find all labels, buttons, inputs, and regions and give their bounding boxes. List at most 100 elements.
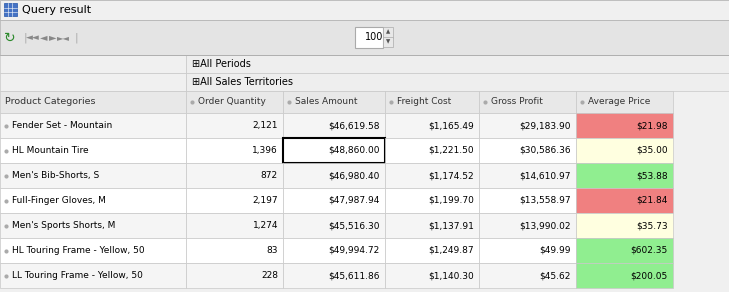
Bar (576, 188, 673, 213)
Bar (0, 73, 186, 91)
Text: Product Categories: Product Categories (5, 98, 95, 107)
Bar (576, 138, 673, 163)
Bar (385, 91, 479, 113)
Text: ►◄: ►◄ (57, 33, 69, 42)
Bar (283, 163, 385, 188)
Text: $30,586.36: $30,586.36 (519, 146, 571, 155)
Text: $1,249.87: $1,249.87 (429, 246, 474, 255)
Bar (283, 238, 385, 263)
Text: 83: 83 (267, 246, 278, 255)
Bar (385, 188, 479, 213)
Bar (385, 263, 479, 288)
Text: Fender Set - Mountain: Fender Set - Mountain (12, 121, 112, 130)
Bar (0, 238, 186, 263)
Text: $29,183.90: $29,183.90 (520, 121, 571, 130)
Bar (385, 238, 479, 263)
Bar (385, 138, 479, 163)
Bar (0, 263, 186, 288)
Text: |: | (23, 32, 27, 43)
Text: $200.05: $200.05 (631, 271, 668, 280)
Bar (4, 3, 17, 16)
Text: $21.98: $21.98 (636, 121, 668, 130)
Bar (0, 55, 186, 73)
Text: ▼: ▼ (386, 39, 390, 44)
Text: 100: 100 (365, 32, 383, 43)
Bar (479, 138, 576, 163)
Bar (0, 91, 186, 113)
Text: $35.73: $35.73 (636, 221, 668, 230)
Bar (0, 138, 186, 163)
Text: ▲: ▲ (386, 29, 390, 34)
Text: 1,396: 1,396 (252, 146, 278, 155)
Bar (0, 0, 729, 20)
Bar (479, 238, 576, 263)
Bar (576, 263, 673, 288)
Text: 228: 228 (261, 271, 278, 280)
Bar (385, 163, 479, 188)
Text: Men's Sports Shorts, M: Men's Sports Shorts, M (12, 221, 115, 230)
Text: LL Touring Frame - Yellow, 50: LL Touring Frame - Yellow, 50 (12, 271, 143, 280)
Bar (0, 20, 729, 55)
Bar (283, 263, 385, 288)
Bar (576, 91, 673, 113)
Bar (576, 163, 673, 188)
Text: $1,174.52: $1,174.52 (429, 171, 474, 180)
Text: $46,619.58: $46,619.58 (329, 121, 380, 130)
Text: $35.00: $35.00 (636, 146, 668, 155)
Text: $1,221.50: $1,221.50 (429, 146, 474, 155)
Bar (283, 138, 385, 163)
Bar (0, 163, 186, 188)
Bar (479, 91, 576, 113)
Bar (0, 113, 186, 138)
Bar (385, 113, 479, 138)
Text: 2,197: 2,197 (252, 196, 278, 205)
Text: Men's Bib-Shorts, S: Men's Bib-Shorts, S (12, 171, 99, 180)
Text: $13,558.97: $13,558.97 (519, 196, 571, 205)
Text: $14,610.97: $14,610.97 (520, 171, 571, 180)
Bar (186, 91, 283, 113)
Text: $49.99: $49.99 (539, 246, 571, 255)
Text: |: | (74, 32, 78, 43)
Bar (383, 37, 393, 47)
Bar (283, 213, 385, 238)
Text: 2,121: 2,121 (252, 121, 278, 130)
Bar (186, 263, 283, 288)
Text: $45,516.30: $45,516.30 (329, 221, 380, 230)
Bar (186, 113, 283, 138)
Bar (0, 188, 186, 213)
Bar (385, 213, 479, 238)
Bar (186, 238, 283, 263)
Text: $48,860.00: $48,860.00 (329, 146, 380, 155)
Text: HL Touring Frame - Yellow, 50: HL Touring Frame - Yellow, 50 (12, 246, 144, 255)
Bar (186, 138, 283, 163)
Text: $49,994.72: $49,994.72 (329, 246, 380, 255)
Text: Full-Finger Gloves, M: Full-Finger Gloves, M (12, 196, 106, 205)
Text: ◄◄: ◄◄ (26, 33, 40, 42)
Text: $47,987.94: $47,987.94 (329, 196, 380, 205)
Text: 1,274: 1,274 (252, 221, 278, 230)
Bar (355, 27, 383, 48)
Text: $53.88: $53.88 (636, 171, 668, 180)
Text: $21.84: $21.84 (636, 196, 668, 205)
Bar (479, 263, 576, 288)
Text: $45,611.86: $45,611.86 (329, 271, 380, 280)
Text: $1,137.91: $1,137.91 (428, 221, 474, 230)
Text: Freight Cost: Freight Cost (397, 98, 451, 107)
Bar (283, 188, 385, 213)
Bar (383, 27, 393, 38)
Text: ⊞All Periods: ⊞All Periods (192, 59, 251, 69)
Bar (186, 163, 283, 188)
Bar (479, 213, 576, 238)
Text: $1,165.49: $1,165.49 (428, 121, 474, 130)
Bar (186, 213, 283, 238)
Bar (479, 163, 576, 188)
Bar (576, 213, 673, 238)
Text: $1,140.30: $1,140.30 (428, 271, 474, 280)
Text: $602.35: $602.35 (631, 246, 668, 255)
Bar (0, 213, 186, 238)
Text: Order Quantity: Order Quantity (198, 98, 266, 107)
Text: 872: 872 (261, 171, 278, 180)
Text: $45.62: $45.62 (539, 271, 571, 280)
Text: ⊞All Sales Territories: ⊞All Sales Territories (192, 77, 293, 87)
Text: ↻: ↻ (4, 30, 16, 44)
